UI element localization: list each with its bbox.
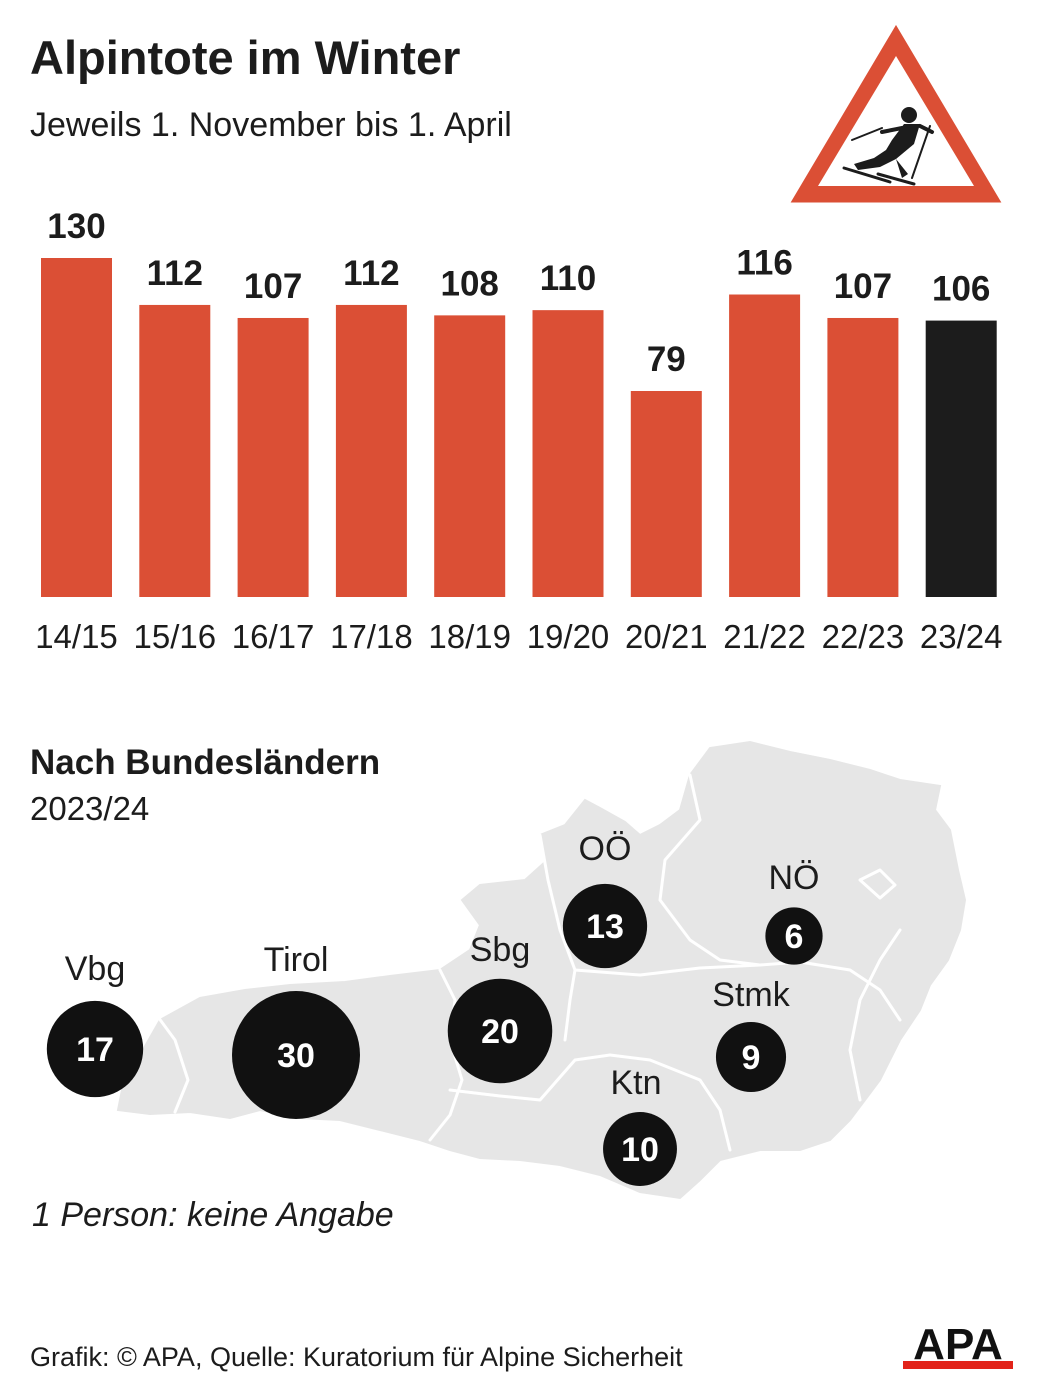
bubble-value: 10: [621, 1131, 659, 1169]
map-section-subtitle: 2023/24: [30, 790, 150, 827]
chart-title: Alpintote im Winter: [30, 31, 461, 84]
state-label: Tirol: [264, 941, 329, 979]
footnote: 1 Person: keine Angabe: [32, 1196, 394, 1234]
bar-value-label: 107: [834, 267, 892, 306]
state-bubble-vbg: 17 Vbg: [46, 950, 144, 1098]
category-label: 15/16: [134, 618, 217, 655]
skier-warning-sign-icon: [786, 20, 1006, 206]
state-bubble-oö: 13 OÖ: [562, 830, 648, 969]
state-label: NÖ: [769, 859, 820, 897]
state-bubble-ktn: 10 Ktn: [603, 1064, 677, 1186]
bar-value-label: 130: [47, 207, 105, 246]
bubble-value: 30: [277, 1037, 315, 1075]
border-stmk-ktn: [608, 1053, 732, 1152]
bar-14-15: [41, 258, 112, 597]
bubble-value: 13: [586, 908, 624, 946]
bar-20-21: [630, 390, 702, 597]
category-label: 21/22: [723, 618, 806, 655]
bubble-circle: [46, 1000, 144, 1098]
bar-23-24: [925, 320, 997, 597]
border-ooe-noe: [658, 773, 762, 967]
bar-22-23: [827, 317, 899, 597]
category-label: 20/21: [625, 618, 708, 655]
bubble-circle: [232, 991, 360, 1119]
bubble-circle: [765, 907, 823, 965]
bubble-circle: [603, 1112, 677, 1186]
border-vbg-tirol: [148, 1004, 190, 1114]
bubble-circle: [715, 1021, 787, 1093]
bubble-circle: [447, 978, 553, 1084]
category-label: 19/20: [527, 618, 610, 655]
border-sbg-ktn: [448, 1053, 612, 1102]
state-label: Stmk: [712, 976, 790, 1014]
bar-18-19: [434, 315, 506, 597]
category-label: 14/15: [35, 618, 118, 655]
category-label: 16/17: [232, 618, 315, 655]
bar-chart: 130 112 107 112 108 110 79 116 107 106 14/15 15/16…: [35, 207, 1003, 655]
bar-value-label: 110: [540, 259, 596, 298]
apa-logo: APA: [903, 1323, 1013, 1369]
border-tirol-sbg: [428, 968, 464, 1142]
category-label: 23/24: [920, 618, 1003, 655]
state-label: Sbg: [470, 931, 531, 969]
map-section-title: Nach Bundesländern: [30, 743, 381, 782]
bar-15-16: [139, 304, 211, 597]
state-bubble-stmk: 9 Stmk: [712, 976, 791, 1093]
bubble-value: 9: [742, 1039, 761, 1077]
bar-17-18: [335, 304, 407, 597]
state-bubble-sbg: 20 Sbg: [447, 931, 553, 1084]
bar-value-label: 112: [343, 254, 399, 293]
state-bubble-tirol: 30 Tirol: [232, 941, 360, 1119]
state-label: Ktn: [610, 1064, 661, 1102]
border-bgld: [848, 928, 902, 1102]
bubble-value: 20: [481, 1013, 519, 1051]
border-sbg-ooe: [538, 833, 577, 1042]
bar-value-label: 116: [736, 244, 792, 283]
bar-value-label: 106: [932, 270, 990, 309]
category-label: 17/18: [330, 618, 413, 655]
bar-value-label: 108: [440, 264, 498, 303]
state-label: Vbg: [65, 950, 126, 988]
chart-subtitle: Jeweils 1. November bis 1. April: [30, 106, 512, 144]
bar-16-17: [237, 317, 309, 597]
bubble-circle: [562, 883, 648, 969]
austria-outline: [116, 740, 967, 1200]
category-label: 22/23: [822, 618, 905, 655]
category-label: 18/19: [428, 618, 511, 655]
bubble-value: 6: [785, 918, 804, 956]
bar-value-label: 107: [244, 267, 302, 306]
austria-map: 17 Vbg 30 Tirol 20 Sbg 13 OÖ 6 NÖ 9 Stmk 10 Ktn: [46, 740, 967, 1200]
bubble-value: 17: [76, 1031, 114, 1069]
source-credit: Grafik: © APA, Quelle: Kuratorium für Al…: [30, 1342, 683, 1372]
border-wien: [858, 868, 897, 900]
bar-value-label: 79: [647, 340, 686, 379]
bar-value-label: 112: [147, 254, 203, 293]
state-label: OÖ: [579, 830, 632, 868]
border-ooe-stmk: [573, 963, 762, 977]
bar-21-22: [729, 294, 801, 597]
apa-logo-underline: [903, 1361, 1013, 1369]
bar-19-20: [532, 310, 604, 597]
state-bubble-nö: 6 NÖ: [765, 859, 823, 965]
